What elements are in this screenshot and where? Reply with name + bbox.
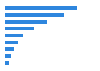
Bar — [5, 41, 18, 44]
Bar — [5, 47, 14, 51]
Bar — [5, 6, 77, 10]
Bar — [5, 27, 34, 30]
Bar — [5, 34, 23, 37]
Bar — [5, 54, 12, 58]
Bar — [5, 61, 9, 65]
Bar — [5, 13, 64, 17]
Bar — [5, 20, 47, 24]
